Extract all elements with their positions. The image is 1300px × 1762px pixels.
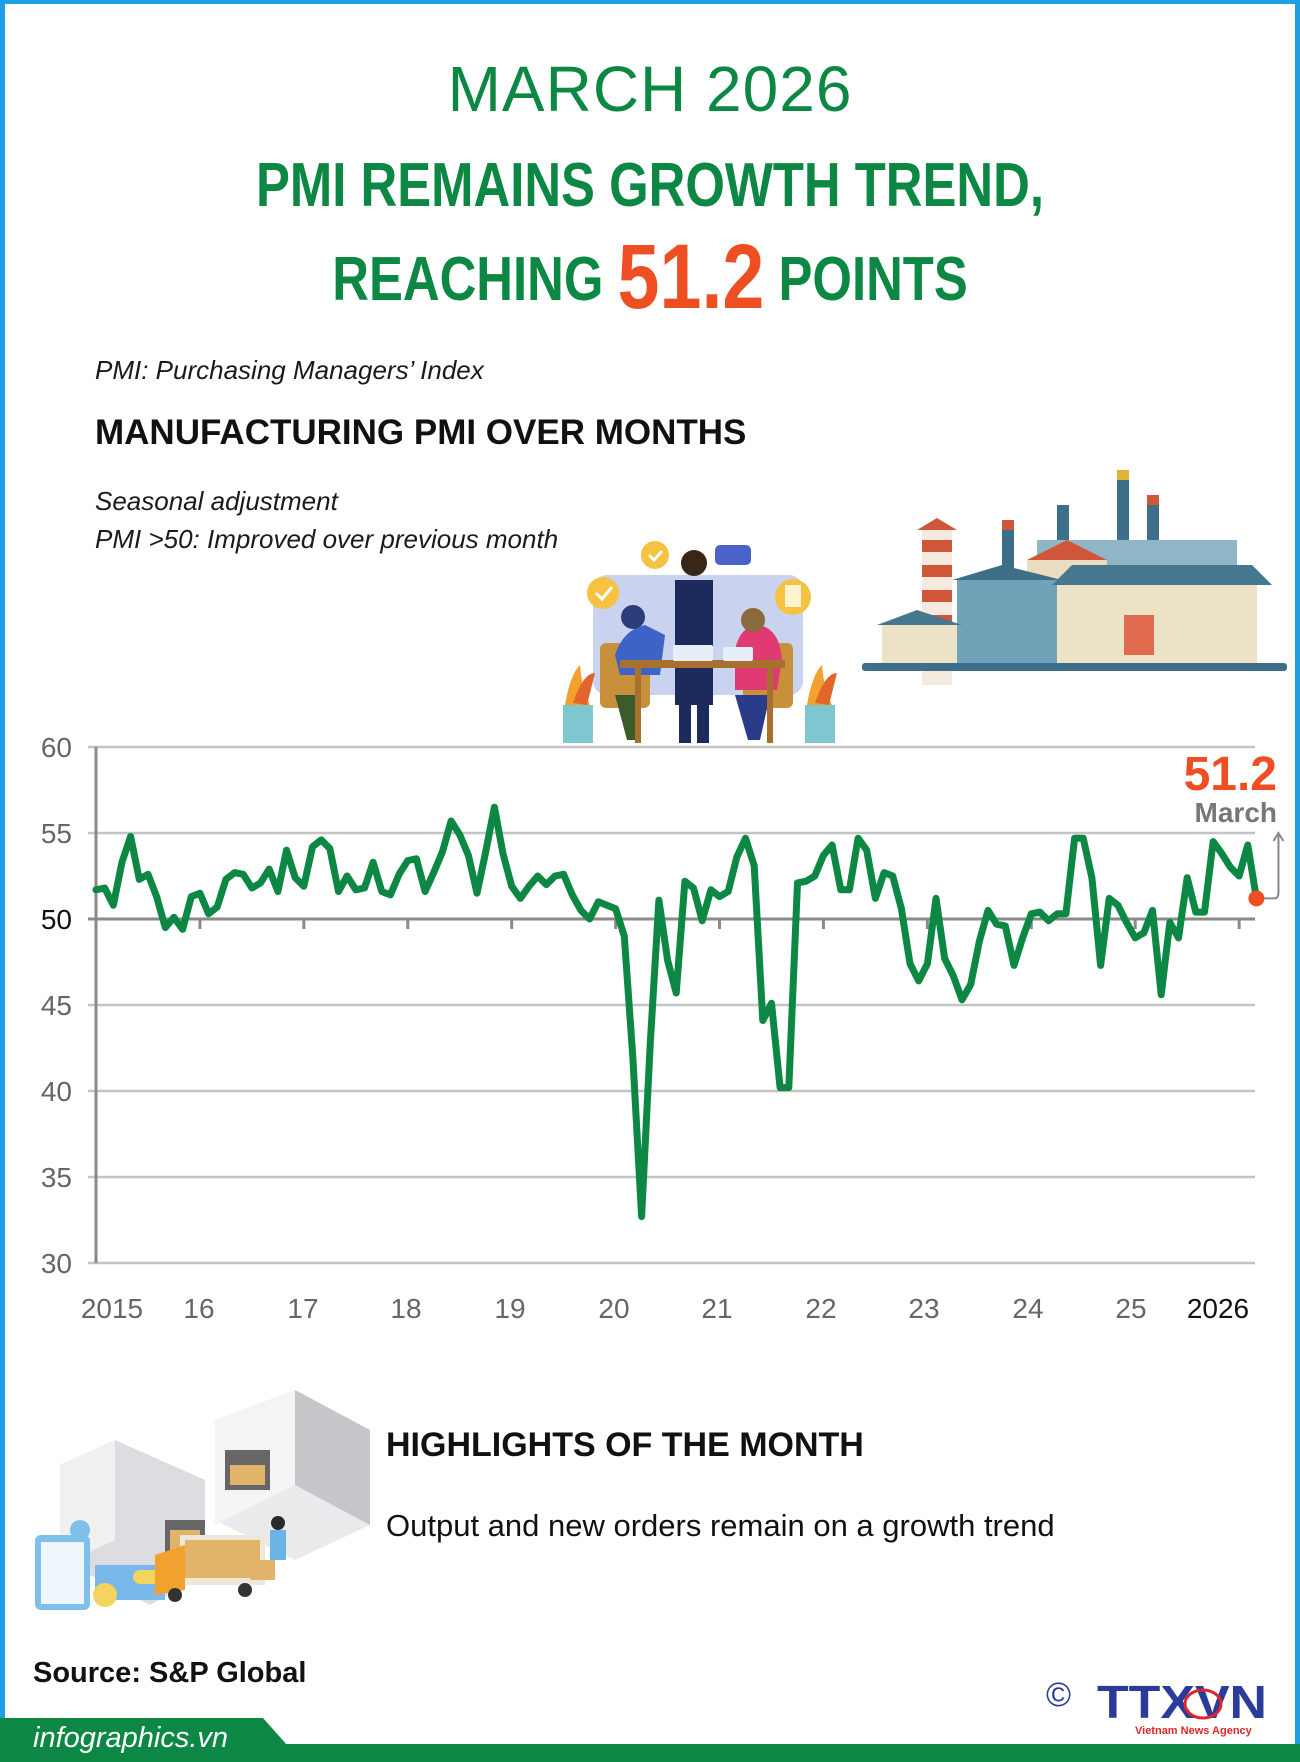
y-tick-label: 55 bbox=[41, 818, 72, 849]
y-tick-label: 50 bbox=[41, 904, 72, 935]
note-threshold: PMI >50: Improved over previous month bbox=[95, 524, 559, 554]
x-tick-label: 2026 bbox=[1187, 1293, 1249, 1320]
chart-section-title: MANUFACTURING PMI OVER MONTHS bbox=[95, 413, 747, 452]
x-tick-label: 20 bbox=[598, 1293, 629, 1320]
highlights-text: Output and new orders remain on a growth… bbox=[386, 1508, 1055, 1543]
annotation-arrow bbox=[1264, 835, 1280, 900]
frame-top-border bbox=[0, 0, 1300, 4]
headline-reaching: REACHING bbox=[332, 245, 604, 314]
latest-point-marker bbox=[1248, 890, 1265, 907]
y-tick-label: 40 bbox=[41, 1076, 72, 1107]
highlights-title: HIGHLIGHTS OF THE MONTH bbox=[386, 1426, 864, 1464]
x-tick-label: 17 bbox=[287, 1293, 318, 1320]
frame-right-border bbox=[1295, 0, 1300, 1745]
headline-value: 51.2 bbox=[617, 226, 765, 328]
annotation-label: March bbox=[1195, 797, 1277, 828]
headline-points: POINTS bbox=[778, 245, 968, 314]
y-tick-label: 45 bbox=[41, 990, 72, 1021]
x-tick-label: 24 bbox=[1012, 1293, 1043, 1320]
headline-line-2: REACHING 51.2 POINTS bbox=[117, 225, 1183, 330]
headline-line-1: PMI REMAINS GROWTH TREND, bbox=[255, 151, 1044, 220]
x-tick-label: 18 bbox=[390, 1293, 421, 1320]
footer-band bbox=[0, 1718, 1300, 1762]
warehouse-icon bbox=[35, 1390, 370, 1610]
ttxvn-logo: TTXVN Vietnam News Agency bbox=[1097, 1678, 1267, 1737]
site-link[interactable]: infographics.vn bbox=[33, 1722, 229, 1754]
x-tick-label: 19 bbox=[494, 1293, 525, 1320]
pmi-series-line bbox=[92, 803, 1260, 1221]
y-tick-label: 60 bbox=[41, 732, 72, 763]
business-meeting-icon bbox=[563, 541, 837, 743]
x-tick-label: 2015 bbox=[81, 1293, 143, 1320]
source-label: Source: S&P Global bbox=[33, 1657, 307, 1689]
pmi-definition: PMI: Purchasing Managers’ Index bbox=[95, 355, 484, 385]
annotation-value: 51.2 bbox=[1184, 748, 1277, 801]
x-tick-label: 16 bbox=[183, 1293, 214, 1320]
svg-text:Vietnam News Agency: Vietnam News Agency bbox=[1135, 1725, 1253, 1737]
factory-icon bbox=[862, 470, 1287, 685]
y-tick-label: 30 bbox=[41, 1248, 72, 1279]
svg-text:TTXVN: TTXVN bbox=[1097, 1678, 1267, 1728]
y-tick-label: 35 bbox=[41, 1162, 72, 1193]
x-tick-label: 22 bbox=[805, 1293, 836, 1320]
copyright-icon: © bbox=[1046, 1676, 1072, 1714]
note-seasonal: Seasonal adjustment bbox=[95, 486, 338, 516]
frame-left-border bbox=[0, 0, 5, 1718]
pmi-line-chart: 30 35 40 45 50 55 60 2015 16 17 18 19 20 21 22 23 24 25 20… bbox=[41, 732, 1285, 1320]
x-tick-label: 23 bbox=[908, 1293, 939, 1320]
x-tick-label: 25 bbox=[1115, 1293, 1146, 1320]
x-tick-label: 21 bbox=[701, 1293, 732, 1320]
title-month: MARCH 2026 bbox=[447, 53, 853, 125]
